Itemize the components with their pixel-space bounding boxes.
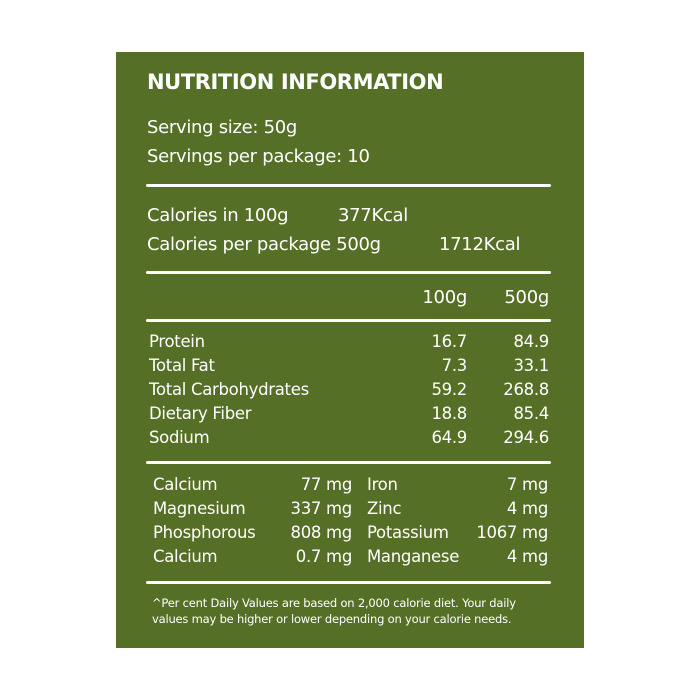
mineral-value: 4 mg — [506, 547, 548, 566]
mineral-value: 4 mg — [506, 499, 548, 518]
mineral-name: Magnesium — [153, 499, 246, 518]
divider — [146, 461, 551, 464]
nutrient-name: Protein — [149, 332, 205, 351]
mineral-name: Iron — [367, 475, 398, 494]
nutrient-per-500g: 294.6 — [503, 428, 549, 447]
nutrient-per-100g: 16.7 — [431, 332, 467, 351]
mineral-name: Zinc — [367, 499, 402, 518]
calories-label: Calories per package 500g — [147, 234, 381, 255]
mineral-name: Phosphorous — [153, 523, 256, 542]
mineral-value: 77 mg — [300, 475, 353, 494]
footnote-line: values may be higher or lower depending … — [152, 612, 512, 626]
nutrient-per-500g: 33.1 — [513, 356, 549, 375]
divider — [146, 319, 551, 322]
mineral-name: Calcium — [153, 547, 218, 566]
title: NUTRITION INFORMATION — [147, 70, 444, 94]
calories-label: Calories in 100g — [147, 205, 289, 226]
serving-size: Serving size: 50g — [147, 117, 298, 138]
calories-value: 1712Kcal — [439, 234, 521, 255]
nutrient-per-100g: 64.9 — [431, 428, 467, 447]
mineral-name: Potassium — [367, 523, 449, 542]
calories-value: 377Kcal — [338, 205, 408, 226]
mineral-value: 337 mg — [290, 499, 353, 518]
nutrient-per-500g: 85.4 — [513, 404, 549, 423]
nutrient-name: Total Fat — [149, 356, 215, 375]
nutrient-per-100g: 18.8 — [431, 404, 467, 423]
mineral-name: Calcium — [153, 475, 218, 494]
nutrient-name: Dietary Fiber — [149, 404, 252, 423]
footnote-line: ^Per cent Daily Values are based on 2,00… — [152, 596, 516, 610]
mineral-name: Manganese — [367, 547, 460, 566]
column-header-500g: 500g — [504, 287, 549, 308]
nutrient-per-500g: 84.9 — [513, 332, 549, 351]
column-header-100g: 100g — [422, 287, 467, 308]
servings-per-package: Servings per package: 10 — [147, 146, 370, 167]
mineral-value: 0.7 mg — [295, 547, 353, 566]
nutrient-per-500g: 268.8 — [503, 380, 549, 399]
mineral-value: 808 mg — [290, 523, 353, 542]
nutrient-name: Total Carbohydrates — [149, 380, 309, 399]
nutrient-name: Sodium — [149, 428, 210, 447]
nutrient-per-100g: 59.2 — [431, 380, 467, 399]
divider — [146, 271, 551, 274]
mineral-value: 1067 mg — [476, 523, 548, 542]
divider — [146, 184, 551, 187]
divider — [146, 581, 551, 584]
mineral-value: 7 mg — [506, 475, 548, 494]
nutrient-per-100g: 7.3 — [441, 356, 468, 375]
nutrition-panel: NUTRITION INFORMATION Serving size: 50g … — [116, 52, 584, 648]
